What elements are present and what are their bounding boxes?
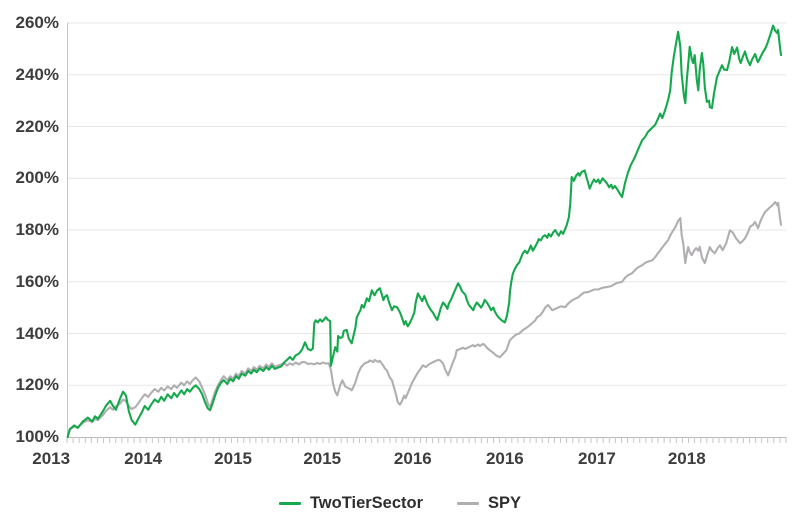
x-axis-tick-label: 2015 [214,449,252,468]
spy-line-swatch [457,502,480,505]
y-axis-tick-label: 240% [15,64,59,84]
x-axis-tick-label: 2013 [32,449,71,468]
legend-item-spy[interactable]: SPY [457,494,521,513]
x-axis-tick-label: 2017 [577,449,616,468]
legend-label-twotiersector: TwoTierSector [309,494,424,512]
y-axis-tick-label: 160% [15,271,59,291]
legend-item-twotiersector[interactable]: TwoTierSector [278,494,424,513]
y-axis-tick-label: 200% [15,168,59,188]
x-axis-tick-label: 2016 [485,449,524,468]
x-axis-tick-label: 2015 [303,449,342,468]
y-axis-tick-label: 100% [15,427,59,446]
x-axis-tick-label: 2014 [124,449,163,468]
plot-area [66,22,787,443]
series-line-twotiersector [66,24,783,439]
series-line-spy [66,201,783,439]
y-axis-tick-label: 120% [15,375,59,395]
legend: TwoTierSector SPY [0,494,800,513]
y-axis-tick-label: 180% [15,220,59,239]
x-axis-tick-label: 2016 [393,449,432,468]
y-axis-tick-label: 260% [15,13,59,32]
x-axis-tick-label: 2018 [667,449,706,468]
y-axis-tick-label: 220% [15,116,59,136]
y-axis-tick-label: 140% [15,323,59,343]
legend-label-spy: SPY [488,494,522,512]
twotiersector-line-swatch [278,502,301,505]
